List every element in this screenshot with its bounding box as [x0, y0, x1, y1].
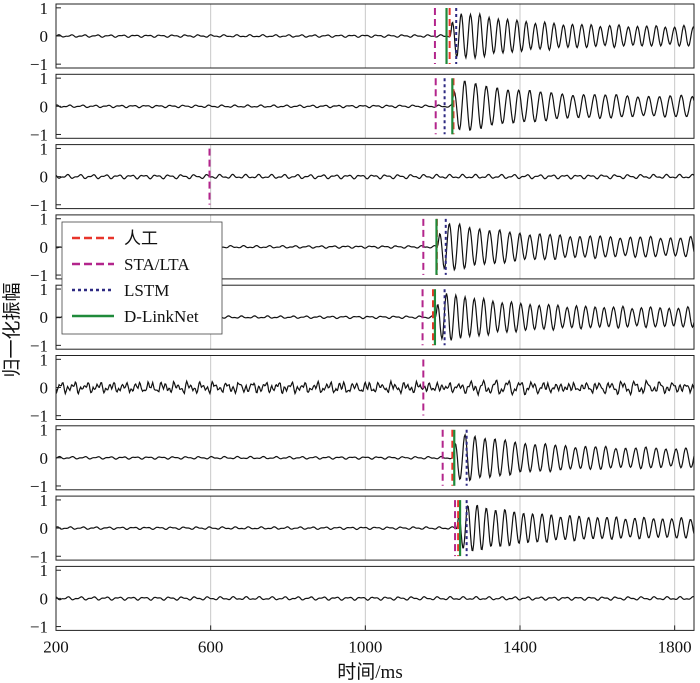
x-tick-label: 1400 — [503, 637, 537, 656]
waveform-8 — [55, 504, 695, 552]
y-tick-label: −1 — [30, 407, 48, 426]
y-tick-label: −1 — [30, 336, 48, 355]
legend-label-manual: 人工 — [124, 229, 158, 248]
y-tick-label: 1 — [40, 210, 49, 229]
y-tick-label: 1 — [40, 0, 49, 18]
waveform-9 — [55, 595, 695, 601]
y-tick-label: −1 — [30, 618, 48, 637]
waveform-1 — [55, 11, 695, 61]
waveform-3 — [55, 173, 695, 180]
y-tick-label: −1 — [30, 125, 48, 144]
panel-7: −1 0 1 — [30, 421, 695, 496]
y-tick-label: 1 — [40, 280, 49, 299]
y-tick-label: 1 — [40, 69, 49, 88]
legend-label-sta: STA/LTA — [124, 255, 190, 274]
panel-frame-8 — [55, 495, 695, 561]
x-axis: 200 600 1000 1400 1800 — [43, 625, 692, 656]
y-axis-label: 归一化振幅 — [1, 282, 23, 377]
waveform-2 — [55, 80, 695, 131]
y-tick-label: 1 — [40, 421, 49, 440]
panel-3: −1 0 1 — [30, 139, 695, 215]
x-axis-label: 时间/ms — [337, 661, 402, 683]
y-tick-label: −1 — [30, 477, 48, 496]
y-tick-label: −1 — [30, 547, 48, 566]
y-tick-label: 0 — [40, 308, 49, 327]
panel-1: −1 0 1 — [30, 0, 695, 74]
y-tick-label: −1 — [30, 55, 48, 74]
x-tick-label: 1800 — [658, 637, 692, 656]
legend-label-lstm: LSTM — [124, 281, 169, 300]
y-tick-label: 0 — [40, 27, 49, 46]
panels-group: −101−101−101−101−101−101−101−101−101 — [30, 0, 695, 637]
y-tick-label: 0 — [40, 449, 49, 468]
y-tick-label: 0 — [40, 168, 49, 187]
y-tick-label: 0 — [40, 589, 49, 608]
panel-6: −1 0 1 — [30, 350, 695, 426]
y-tick-label: 1 — [40, 350, 49, 369]
waveform-6 — [55, 378, 695, 398]
x-tick-label: 600 — [198, 637, 224, 656]
panel-8: −1 0 1 — [30, 491, 695, 566]
y-tick-label: 0 — [40, 97, 49, 116]
y-tick-label: −1 — [30, 196, 48, 215]
y-tick-label: 0 — [40, 238, 49, 257]
legend-label-dlink: D-LinkNet — [124, 307, 199, 326]
y-tick-label: −1 — [30, 266, 48, 285]
x-tick-label: 200 — [43, 637, 69, 656]
x-tick-label: 1000 — [348, 637, 382, 656]
legend: 人工 STA/LTA LSTM D-LinkNet — [61, 221, 223, 335]
panel-2: −1 0 1 — [30, 69, 695, 144]
y-tick-label: 1 — [40, 491, 49, 510]
waveform-7 — [55, 432, 695, 482]
y-tick-label: 0 — [40, 519, 49, 538]
y-tick-label: 1 — [40, 561, 49, 580]
panel-9: −1 0 1 — [30, 561, 695, 637]
y-tick-label: 1 — [40, 139, 49, 158]
y-tick-label: 0 — [40, 379, 49, 398]
